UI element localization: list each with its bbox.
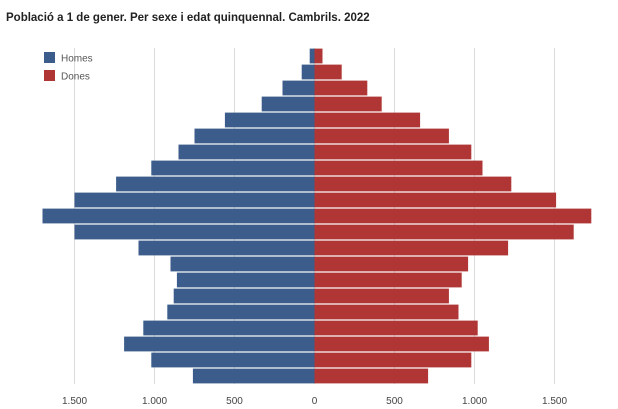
legend-label-dones: Dones <box>61 72 90 83</box>
bar-dones[interactable] <box>314 224 574 240</box>
bar-dones[interactable] <box>314 208 592 224</box>
bar-dones[interactable] <box>314 64 342 80</box>
bar-homes[interactable] <box>194 128 315 144</box>
bar-dones[interactable] <box>314 272 462 288</box>
chart-title: Població a 1 de gener. Per sexe i edat q… <box>6 12 370 24</box>
bar-homes[interactable] <box>261 96 315 112</box>
bar-dones[interactable] <box>314 352 472 368</box>
x-tick-label: 500 <box>386 396 403 407</box>
bar-dones[interactable] <box>314 128 449 144</box>
bar-dones[interactable] <box>314 304 459 320</box>
x-tick-label: 1.000 <box>142 396 167 407</box>
bar-homes[interactable] <box>178 144 315 160</box>
bar-dones[interactable] <box>314 48 323 64</box>
bar-homes[interactable] <box>309 48 315 64</box>
bar-homes[interactable] <box>138 240 315 256</box>
bar-dones[interactable] <box>314 336 489 352</box>
legend-label-homes: Homes <box>61 54 93 65</box>
bar-dones[interactable] <box>314 320 478 336</box>
bar-homes[interactable] <box>124 336 315 352</box>
bar-homes[interactable] <box>151 352 315 368</box>
bar-homes[interactable] <box>74 224 315 240</box>
bar-homes[interactable] <box>176 272 315 288</box>
bar-homes[interactable] <box>170 256 315 272</box>
bar-dones[interactable] <box>314 176 512 192</box>
bar-dones[interactable] <box>314 240 509 256</box>
bar-dones[interactable] <box>314 80 368 96</box>
bar-homes[interactable] <box>116 176 315 192</box>
bar-homes[interactable] <box>151 160 315 176</box>
bar-homes[interactable] <box>74 192 315 208</box>
bar-dones[interactable] <box>314 112 421 128</box>
bars <box>42 48 592 384</box>
bar-homes[interactable] <box>173 288 315 304</box>
x-tick-label: 500 <box>226 396 243 407</box>
bar-dones[interactable] <box>314 288 449 304</box>
bar-homes[interactable] <box>167 304 315 320</box>
bar-homes[interactable] <box>224 112 315 128</box>
legend-swatch-homes <box>44 52 55 63</box>
x-tick-label: 1.500 <box>542 396 567 407</box>
x-tick-label: 1.500 <box>62 396 87 407</box>
legend: Homes Dones <box>44 52 93 83</box>
legend-swatch-dones <box>44 70 55 81</box>
bar-dones[interactable] <box>314 256 469 272</box>
bar-dones[interactable] <box>314 368 429 384</box>
bar-homes[interactable] <box>143 320 315 336</box>
x-tick-label: 1.000 <box>462 396 487 407</box>
bar-dones[interactable] <box>314 192 557 208</box>
bar-homes[interactable] <box>301 64 315 80</box>
bar-homes[interactable] <box>282 80 315 96</box>
bar-dones[interactable] <box>314 144 472 160</box>
bar-dones[interactable] <box>314 96 382 112</box>
x-tick-label: 0 <box>312 396 318 407</box>
bar-homes[interactable] <box>192 368 315 384</box>
bar-dones[interactable] <box>314 160 483 176</box>
x-axis-ticks: 1.500 1.000 500 0 500 1.000 1.500 <box>62 396 567 407</box>
bar-homes[interactable] <box>42 208 315 224</box>
